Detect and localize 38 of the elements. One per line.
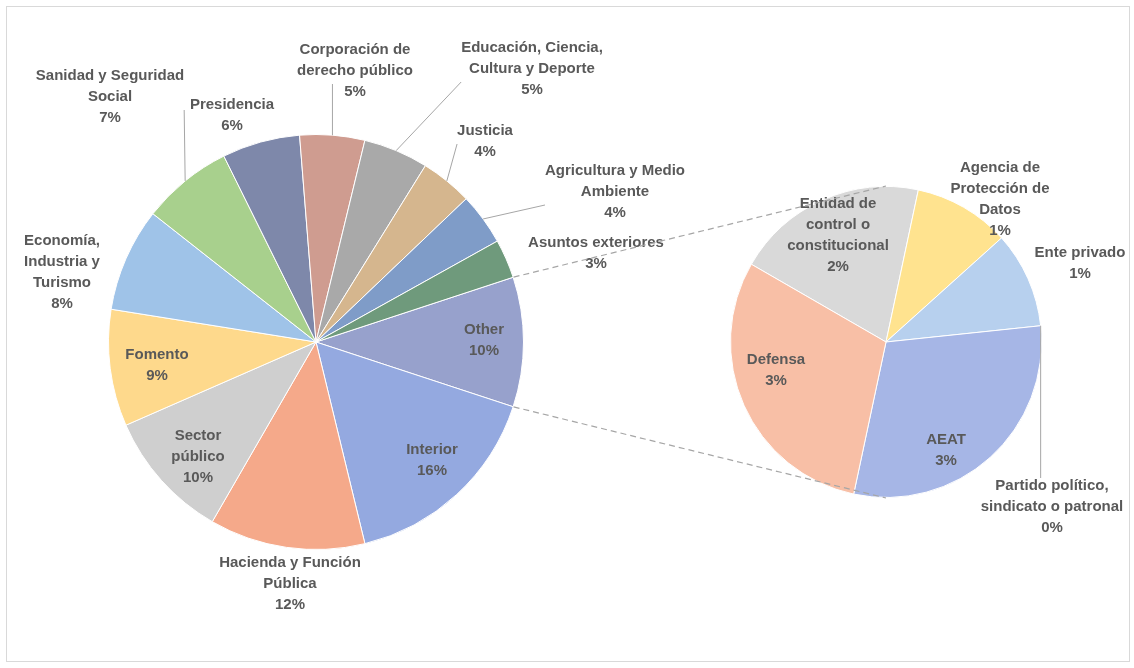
slice-label: Fomento [125, 344, 189, 362]
data-label: 5% [521, 79, 543, 97]
slice-label: Asuntos exteriores [528, 232, 664, 250]
slice-label: Ente privado [1034, 242, 1126, 260]
data-label: 7% [99, 107, 121, 125]
data-label: 5% [344, 81, 366, 99]
data-label: 4% [604, 202, 626, 220]
category-label: Partido político, sindicato o patronal [980, 475, 1124, 514]
slice-label: Agricultura y Medio Ambiente [544, 160, 686, 199]
data-label: 2% [827, 256, 849, 274]
data-label: 6% [221, 115, 243, 133]
data-label: 4% [474, 141, 496, 159]
data-label: 8% [51, 293, 73, 311]
slice-label: Agencia de Protección de Datos [950, 157, 1050, 217]
slice-label: Entidad de control o constitucional [787, 193, 889, 253]
slice-label: AEAT [926, 429, 966, 447]
slice-label: Sector público [171, 425, 225, 464]
slice-label: Hacienda y Función Pública [219, 552, 361, 591]
slice-label: Other [463, 319, 505, 337]
slice-label: Economía, Industria y Turismo [24, 230, 101, 290]
text: 0% [1041, 517, 1063, 535]
data-label: 3% [765, 370, 787, 388]
slice-label: Sanidad y Seguridad Social [35, 65, 185, 104]
data-label: 1% [989, 220, 1011, 238]
slice-label: Defensa [746, 349, 806, 367]
data-label: 1% [1069, 263, 1091, 281]
slice-label: Corporación de derecho público [297, 39, 413, 78]
data-label: 12% [274, 594, 306, 612]
slice-label: Interior [406, 439, 458, 457]
data-label: 10% [468, 340, 500, 358]
data-label: 3% [585, 253, 607, 271]
slice-label: Educación, Ciencia, Cultura y Deporte [461, 37, 603, 76]
data-label: 3% [935, 450, 957, 468]
data-label: 10% [182, 467, 214, 485]
data-label: 9% [146, 365, 168, 383]
slice-label: Presidencia [189, 94, 275, 112]
data-label: 16% [416, 460, 448, 478]
slice-label: Justicia [457, 120, 514, 138]
